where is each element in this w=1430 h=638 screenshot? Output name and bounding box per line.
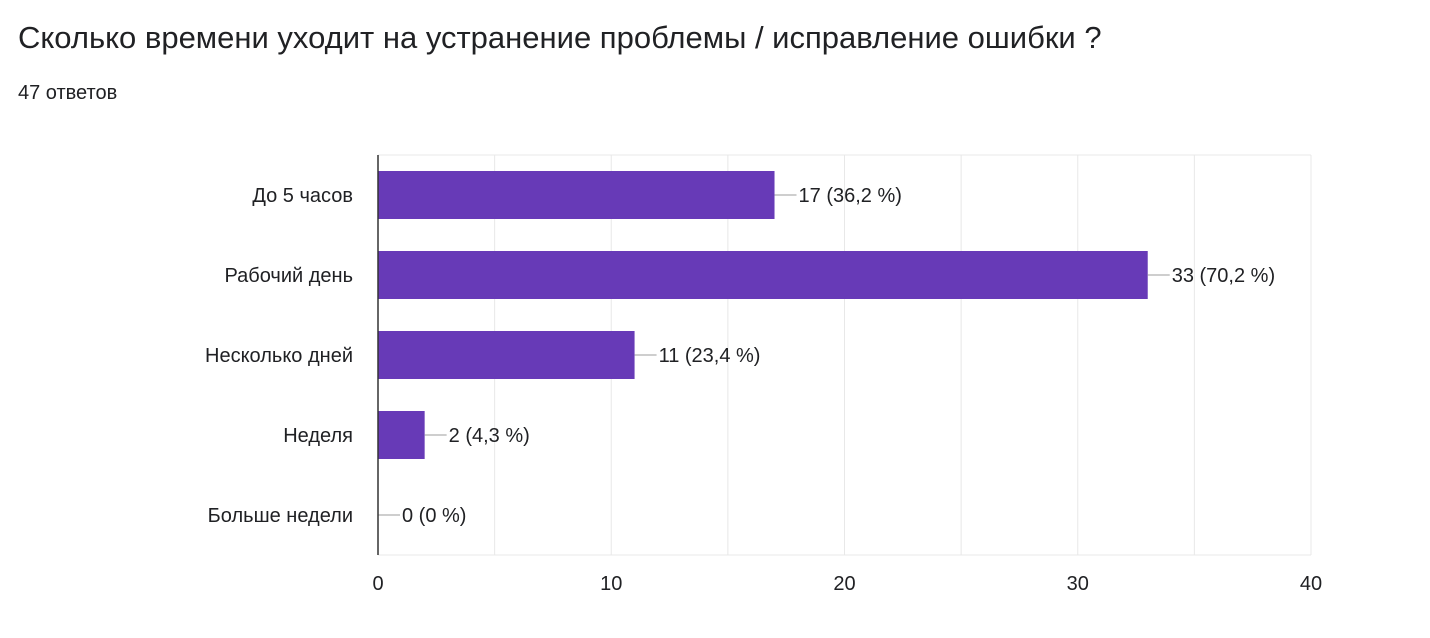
x-tick-labels: 0 10 20 30 40 <box>372 573 1322 595</box>
x-tick-label: 0 <box>372 573 383 595</box>
category-label: Больше недели <box>208 505 353 527</box>
data-label: 11 (23,4 %) <box>659 345 761 367</box>
bar <box>378 251 1148 299</box>
data-label: 17 (36,2 %) <box>799 185 902 207</box>
x-tick-label: 40 <box>1300 573 1322 595</box>
category-label: До 5 часов <box>252 185 353 207</box>
bar <box>378 411 425 459</box>
category-label: Несколько дней <box>205 345 353 367</box>
category-labels: До 5 часов Рабочий день Несколько дней Неде… <box>205 185 353 527</box>
x-tick-label: 20 <box>833 573 855 595</box>
bar <box>378 331 635 379</box>
data-label: 0 (0 %) <box>402 505 466 527</box>
bar <box>378 171 775 219</box>
bars: 17 (36,2 %) 33 (70,2 %) 11 (23,4 %) 2 (4,3 … <box>378 171 1275 527</box>
category-label: Рабочий день <box>224 265 353 287</box>
x-tick-label: 10 <box>600 573 622 595</box>
x-tick-label: 30 <box>1067 573 1089 595</box>
data-label: 2 (4,3 %) <box>449 425 530 447</box>
chart-title: Сколько времени уходит на устранение про… <box>18 20 1102 55</box>
data-label: 33 (70,2 %) <box>1172 265 1275 287</box>
response-count: 47 ответов <box>18 82 118 104</box>
category-label: Неделя <box>283 425 353 447</box>
